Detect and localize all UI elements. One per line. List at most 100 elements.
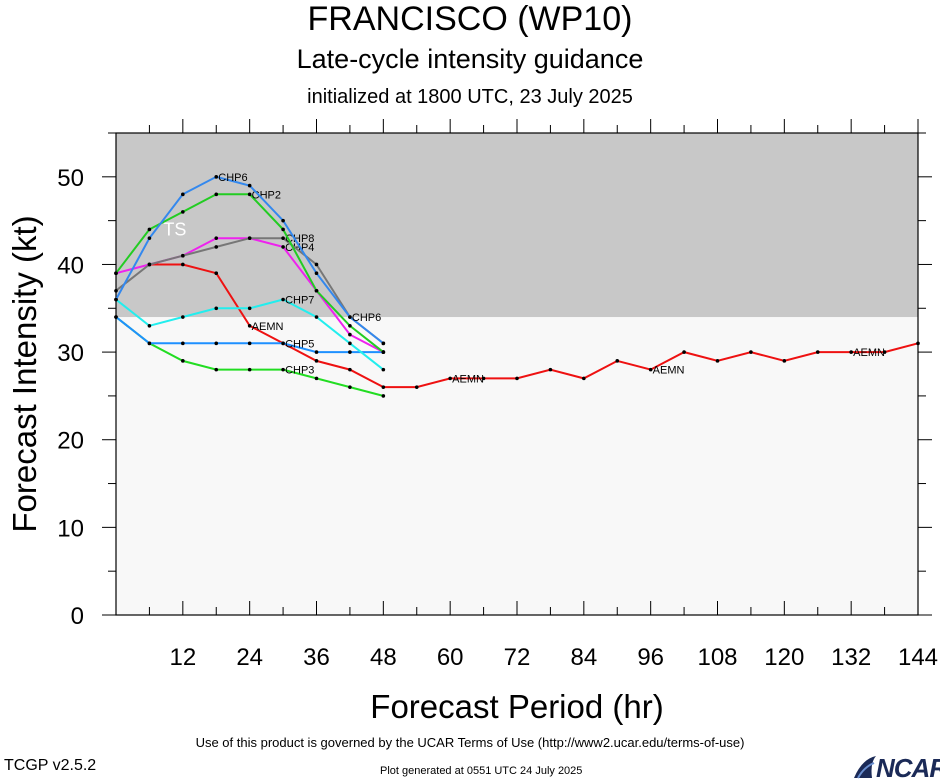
data-point [147, 236, 152, 240]
data-point [481, 376, 486, 381]
series-label-box [282, 293, 314, 307]
data-point [147, 227, 152, 232]
data-point [114, 288, 118, 293]
ts-band-label: TS [163, 219, 186, 239]
series-label: AEMN [853, 347, 885, 359]
data-point [381, 367, 386, 372]
data-point [281, 236, 285, 240]
x-tick-label: 60 [437, 644, 464, 671]
data-point [181, 210, 185, 214]
data-point [214, 341, 219, 346]
data-point [348, 385, 352, 389]
data-point [181, 315, 185, 319]
data-point [582, 376, 586, 381]
series-label-box [650, 363, 682, 377]
series-label: AEMN [252, 321, 284, 333]
data-point [247, 324, 252, 328]
x-tick-label: 108 [697, 644, 737, 671]
data-point [314, 271, 319, 276]
data-point [147, 341, 152, 346]
data-point [348, 341, 352, 346]
data-point [682, 350, 686, 354]
series-label: CHP2 [252, 189, 281, 201]
data-point [815, 350, 820, 354]
data-point [381, 394, 386, 398]
init-time: initialized at 1800 UTC, 23 July 2025 [307, 86, 633, 108]
data-point [916, 341, 920, 346]
y-tick-label: 40 [57, 252, 84, 279]
data-point [281, 245, 285, 249]
data-point [314, 376, 319, 381]
series-label-box [449, 371, 481, 385]
data-point [348, 367, 352, 372]
data-point [181, 253, 185, 258]
data-point [314, 288, 319, 293]
x-tick-label: 24 [236, 644, 263, 671]
data-point [615, 359, 620, 363]
data-point [281, 227, 285, 232]
data-point [281, 218, 285, 223]
data-point [381, 350, 386, 354]
data-point [214, 306, 219, 311]
data-point [147, 262, 152, 267]
y-tick-label: 20 [57, 428, 84, 455]
data-point [348, 324, 352, 328]
data-point [715, 359, 720, 363]
data-point [348, 332, 352, 337]
series-label-box [349, 310, 381, 324]
series-chp7: CHP7 [114, 293, 386, 372]
ncar-logo: NCAR [852, 753, 940, 783]
data-point [348, 350, 352, 354]
y-axis-label: Forecast Intensity (kt) [6, 215, 43, 532]
data-point [314, 359, 319, 363]
series-aemn: AEMN AEMN AEMN AEMN [147, 262, 920, 389]
data-point [381, 385, 386, 389]
data-point [648, 367, 653, 372]
data-point [749, 350, 753, 354]
ncar-logo-icon [854, 756, 876, 779]
data-point [181, 341, 185, 346]
data-point [314, 262, 319, 267]
chart-subtitle: Late-cycle intensity guidance [296, 44, 644, 74]
x-tick-label: 120 [764, 644, 804, 671]
version-label: TCGP v2.5.2 [4, 757, 97, 774]
data-point [448, 376, 452, 381]
data-point [281, 367, 285, 372]
series-label-box [282, 363, 314, 377]
series-chp5: CHP5 [114, 315, 386, 354]
data-point [181, 192, 185, 197]
data-point [314, 350, 319, 354]
y-tick-label: 0 [71, 603, 84, 630]
data-point [281, 297, 285, 302]
series-chp8: CHP8 [114, 233, 386, 346]
ncar-logo-text: NCAR [876, 753, 940, 783]
y-tick-label: 30 [57, 340, 84, 367]
series-line [149, 263, 919, 389]
y-tick-label: 50 [57, 165, 84, 192]
data-point [214, 236, 219, 240]
x-tick-label: 48 [370, 644, 397, 671]
data-point [381, 341, 386, 346]
data-point [214, 245, 219, 249]
y-tick-label: 10 [57, 515, 84, 542]
series-label: CHP3 [285, 365, 314, 377]
data-point [849, 350, 853, 354]
series-label: CHP5 [285, 338, 314, 350]
data-point [281, 341, 285, 346]
series-label: CHP6 [218, 172, 247, 184]
data-point [214, 192, 219, 197]
x-tick-label: 36 [303, 644, 330, 671]
data-point [214, 175, 219, 179]
series-chp3: CHP3 [114, 315, 386, 398]
series-label: AEMN [653, 365, 685, 377]
x-tick-label: 12 [169, 644, 196, 671]
series-label: CHP6 [352, 312, 381, 324]
series-label-box [215, 170, 247, 184]
data-point [114, 297, 118, 302]
series-label-box [249, 319, 281, 333]
data-point [181, 262, 185, 267]
data-point [314, 315, 319, 319]
data-point [114, 271, 118, 276]
data-point [214, 367, 219, 372]
